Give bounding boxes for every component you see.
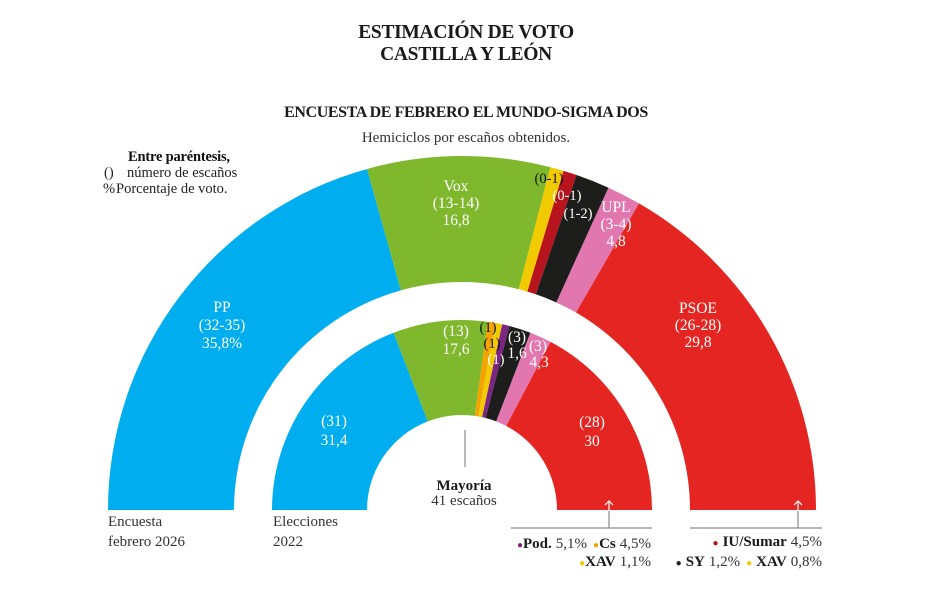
segment-elections-cs: [474, 321, 495, 417]
legend-elections-row1: ●Pod. 5,1% ●Cs 4,5%: [517, 536, 651, 552]
label-survey-upl-seats: (3-4): [601, 216, 632, 233]
chart-title-line1: ESTIMACIÓN DE VOTO: [358, 21, 574, 43]
label-survey-pp-vote: 35,8%: [202, 335, 242, 352]
label-survey-psoe-vote: 29,8: [684, 334, 711, 351]
segment-elections-pod: [482, 324, 510, 418]
key-vote-symbol: %: [103, 181, 115, 197]
legend-party-cs: Cs: [599, 536, 616, 552]
label-elections-pp-vote: 31,4: [320, 432, 347, 449]
legend-survey-row1: ● IU/Sumar 4,5%: [713, 534, 822, 550]
label-survey-iu-sumar-seats: (0-1): [553, 188, 582, 204]
legend-value-iu-sumar: 4,5%: [791, 534, 822, 550]
label-elections-vox-vote: 17,6: [442, 341, 469, 358]
label-elections-cs-seats: (1): [480, 320, 497, 336]
segment-elections-sy: [485, 326, 531, 422]
label-elections-pod-seats: (1): [488, 352, 505, 368]
key-seats-symbol: (): [104, 165, 114, 181]
chart-description: Hemiciclos por escaños obtenidos.: [362, 130, 570, 146]
legend-value-sy: 1,2%: [709, 554, 740, 570]
legend-value-pod: 5,1%: [556, 536, 587, 552]
segment-survey-psoe: [576, 203, 816, 510]
segment-elections-vox: [393, 320, 488, 422]
label-survey-vox-vote: 16,8: [442, 212, 469, 229]
segment-survey-vox: [367, 156, 551, 291]
label-survey-sy-seats: (1-2): [564, 206, 593, 222]
key-seats-text: número de escaños: [127, 165, 238, 181]
segment-elections-xav: [478, 322, 503, 418]
legend-dot-pod: ●: [517, 540, 523, 551]
hemicycle-elections: [272, 320, 652, 510]
segment-elections-pp: [272, 332, 428, 510]
majority-label: Mayoría: [437, 478, 492, 494]
legend-party-sy: SY: [686, 554, 705, 570]
legend-dot-xav: ●: [746, 558, 752, 569]
caption-survey-line2: febrero 2026: [108, 534, 186, 550]
legend-value-cs: 4,5%: [620, 536, 651, 552]
label-elections-pp-seats: (31): [321, 413, 347, 430]
label-elections-psoe-seats: (28): [579, 414, 605, 431]
label-elections-psoe-vote: 30: [584, 433, 600, 450]
key-vote-text: Porcentaje de voto.: [116, 181, 228, 197]
legend-party-xav-survey: XAV: [756, 554, 787, 570]
caption-survey-line1: Encuesta: [108, 514, 162, 530]
legend-dot-xav: ●: [579, 558, 585, 569]
segment-survey-pp: [108, 168, 401, 510]
label-survey-psoe-name: PSOE: [679, 300, 717, 317]
label-elections-upl-vote: 4,3: [529, 354, 549, 371]
chart-subtitle: ENCUESTA DE FEBRERO EL MUNDO-SIGMA DOS: [284, 104, 648, 121]
legend-dot-iu-sumar: ●: [713, 538, 719, 549]
label-elections-upl-seats: (3): [529, 338, 547, 355]
legend-value-xav: 1,1%: [620, 554, 651, 570]
key-box: Entre paréntesis, () número de escaños %…: [103, 149, 238, 197]
label-survey-pp-name: PP: [213, 299, 230, 316]
majority-value: 41 escaños: [431, 493, 497, 509]
key-heading: Entre paréntesis,: [128, 149, 230, 165]
legend-value-xav-survey: 0,8%: [791, 554, 822, 570]
segment-survey-iu-sumar: [527, 170, 577, 295]
chart-title-line2: CASTILLA Y LEÓN: [380, 43, 552, 65]
legend-party-pod: Pod.: [523, 536, 552, 552]
label-survey-upl-name: UPL: [601, 199, 630, 216]
label-survey-vox-name: Vox: [444, 178, 469, 195]
legend-pointer-elections: [511, 500, 652, 529]
segment-survey-upl: [556, 187, 639, 313]
segment-survey-sy: [535, 175, 609, 303]
label-elections-sy-seats: (3): [508, 329, 526, 346]
segment-elections-upl: [496, 332, 551, 426]
label-survey-psoe-seats: (26-28): [675, 317, 722, 334]
label-survey-pp-seats: (32-35): [199, 317, 246, 334]
caption-elections-line2: 2022: [273, 534, 303, 550]
legend-party-xav: XAV: [585, 554, 616, 570]
label-survey-vox-seats: (13-14): [433, 195, 480, 212]
label-survey-upl-vote: 4,8: [606, 233, 626, 250]
legend-elections-row2: ●XAV 1,1%: [579, 554, 651, 570]
hemicycle-survey: [108, 156, 816, 510]
legend-dot-sy: ●: [676, 558, 682, 569]
legend-party-iu-sumar: IU/Sumar: [723, 534, 788, 550]
label-survey-xav-seats: (0-1): [535, 171, 564, 187]
caption-elections-line1: Elecciones: [273, 514, 338, 530]
legend-dot-cs: ●: [593, 540, 599, 551]
label-elections-vox-seats: (13): [443, 323, 469, 340]
label-elections-sy-vote: 1,6: [507, 345, 527, 362]
segment-survey-xav: [518, 167, 564, 292]
label-elections-xav-seats: (1): [484, 336, 501, 352]
legend-pointer-survey: [690, 500, 822, 529]
segment-elections-psoe: [506, 341, 652, 510]
legend-survey-row2: ● SY 1,2% ● XAV 0,8%: [676, 554, 822, 570]
